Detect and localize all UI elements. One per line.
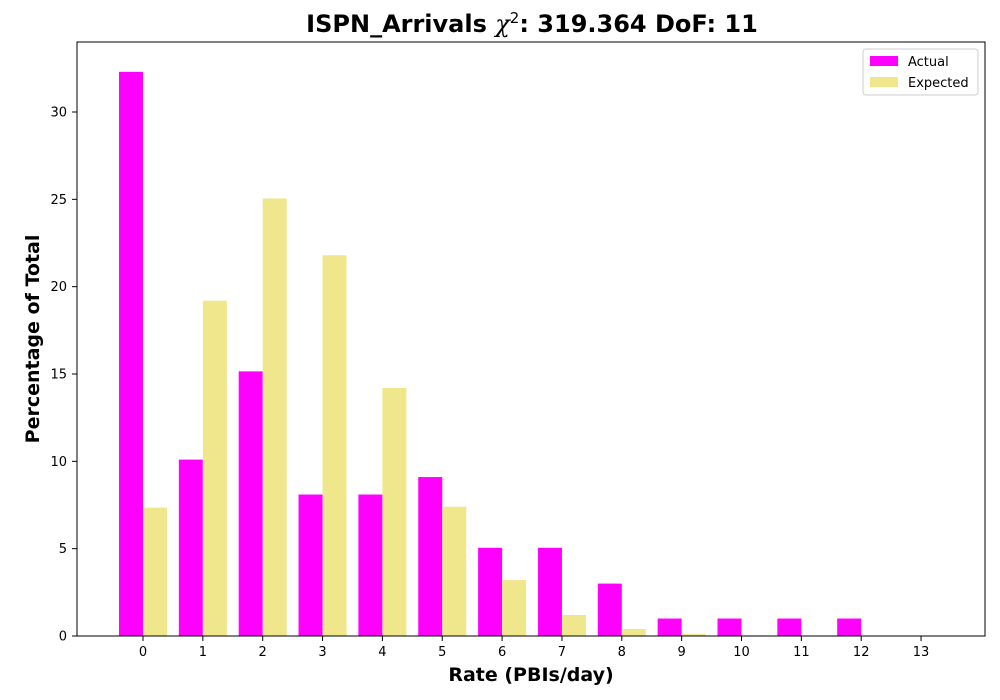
x-tick-label: 2 — [259, 645, 267, 660]
bar-actual-10 — [717, 618, 742, 636]
y-tick-label: 20 — [50, 280, 67, 295]
y-tick-label: 25 — [50, 193, 67, 208]
y-ticks-group: 0 5 10 15 20 25 30 — [50, 106, 77, 645]
chart-title-sup: 2 — [510, 9, 520, 27]
bar-actual-1 — [178, 459, 203, 636]
x-axis-label: Rate (PBIs/day) — [448, 664, 613, 686]
y-tick-label: 5 — [59, 542, 67, 557]
x-tick-label: 6 — [498, 645, 506, 660]
x-tick-label: 11 — [793, 645, 810, 660]
bar-actual-9 — [657, 618, 682, 636]
bar-expected-8 — [621, 629, 646, 636]
x-tick-label: 1 — [199, 645, 207, 660]
legend-swatch-actual — [870, 56, 898, 66]
bar-actual-12 — [837, 618, 862, 636]
bar-actual-6 — [478, 547, 503, 636]
legend-label-actual: Actual — [908, 55, 949, 70]
bar-expected-6 — [502, 580, 527, 636]
x-ticks-group: 0 1 2 3 4 5 6 7 8 9 10 11 12 13 — [139, 636, 929, 660]
x-tick-label: 0 — [139, 645, 147, 660]
x-tick-label: 12 — [853, 645, 870, 660]
bar-expected-1 — [202, 300, 227, 636]
chart-title-main: ISPN_Arrivals — [306, 10, 495, 38]
x-tick-label: 10 — [733, 645, 750, 660]
legend-label-expected: Expected — [908, 76, 969, 91]
bar-actual-4 — [358, 494, 383, 636]
y-axis-label: Percentage of Total — [22, 235, 44, 444]
x-tick-label: 3 — [318, 645, 326, 660]
legend: Actual Expected — [862, 48, 979, 96]
bar-expected-4 — [382, 387, 407, 636]
bar-actual-7 — [537, 547, 562, 636]
x-tick-label: 13 — [913, 645, 930, 660]
bar-expected-5 — [442, 506, 467, 636]
bar-actual-8 — [597, 583, 622, 636]
bar-expected-3 — [322, 255, 347, 637]
chart-title-rest: : 319.364 DoF: 11 — [519, 10, 757, 38]
x-tick-label: 7 — [558, 645, 566, 660]
y-tick-label: 10 — [50, 455, 67, 470]
plot-frame — [76, 41, 986, 637]
bar-expected-7 — [561, 615, 586, 636]
x-tick-label: 8 — [618, 645, 626, 660]
bar-expected-9 — [681, 633, 706, 636]
bar-expected-0 — [143, 507, 167, 636]
y-tick-label: 0 — [59, 630, 67, 645]
chart-title-chi: χ — [493, 10, 511, 38]
bar-actual-11 — [777, 618, 802, 636]
bar-actual-0 — [119, 71, 143, 636]
bar-expected-2 — [262, 198, 287, 636]
x-tick-label: 9 — [678, 645, 686, 660]
bars-group — [119, 71, 862, 637]
y-tick-label: 30 — [50, 106, 67, 121]
bar-actual-3 — [298, 494, 323, 636]
bar-actual-5 — [418, 477, 443, 636]
legend-swatch-expected — [870, 77, 898, 87]
y-tick-label: 15 — [50, 368, 67, 383]
chart-title: ISPN_Arrivals χ2: 319.364 DoF: 11 — [306, 9, 758, 38]
bar-actual-2 — [238, 371, 263, 636]
x-tick-label: 5 — [438, 645, 446, 660]
x-tick-label: 4 — [378, 645, 386, 660]
